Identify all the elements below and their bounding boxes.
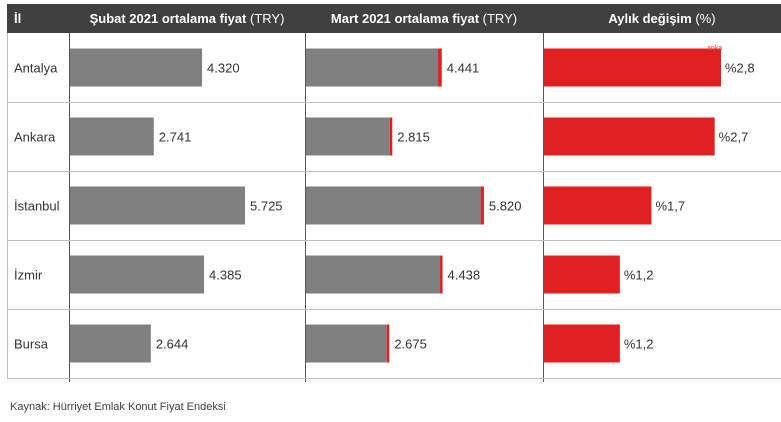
monthly-change-bar bbox=[544, 324, 620, 363]
source-note: Kaynak: Hürriyet Emlak Konut Fiyat Endek… bbox=[10, 401, 226, 413]
mar-increase-cap bbox=[438, 48, 442, 87]
feb-price-label: 5.725 bbox=[250, 199, 283, 214]
mar-increase-cap bbox=[386, 324, 390, 363]
monthly-change-bar bbox=[544, 186, 652, 225]
header-bar bbox=[7, 4, 781, 33]
monthly-change-bar bbox=[544, 255, 620, 294]
city-label: Bursa bbox=[14, 337, 49, 352]
mar-increase-cap bbox=[389, 117, 393, 156]
column-header-1: Şubat 2021 ortalama fiyat (TRY) bbox=[90, 11, 285, 26]
city-label: Antalya bbox=[14, 61, 58, 76]
price-table-chart: İl Şubat 2021 ortalama fiyat (TRY) Mart 20… bbox=[7, 4, 781, 382]
mar-price-bar bbox=[306, 324, 387, 363]
feb-price-bar bbox=[70, 255, 205, 294]
feb-price-bar bbox=[70, 117, 154, 156]
feb-price-bar bbox=[70, 48, 203, 87]
column-header-2: Mart 2021 ortalama fiyat (TRY) bbox=[331, 11, 517, 26]
feb-price-label: 4.385 bbox=[209, 268, 242, 283]
mar-price-label: 5.820 bbox=[489, 199, 522, 214]
monthly-change-label: %2,7 bbox=[719, 130, 749, 145]
feb-price-bar bbox=[70, 186, 245, 225]
mar-price-label: 2.815 bbox=[397, 130, 430, 145]
monthly-change-label: %1,7 bbox=[655, 199, 685, 214]
mar-increase-cap bbox=[481, 186, 484, 225]
column-header-0: İl bbox=[14, 11, 21, 26]
monthly-change-label: %2,8 bbox=[725, 61, 755, 76]
city-label: İstanbul bbox=[14, 199, 60, 214]
mar-price-label: 4.438 bbox=[448, 268, 481, 283]
city-label: İzmir bbox=[14, 268, 43, 283]
mar-price-bar bbox=[306, 255, 441, 294]
mar-price-bar bbox=[306, 186, 481, 225]
feb-price-bar bbox=[70, 324, 151, 363]
mar-increase-cap bbox=[440, 255, 443, 294]
mar-price-bar bbox=[306, 117, 390, 156]
city-label: Ankara bbox=[14, 130, 56, 145]
column-header-3: Aylık değişim (%) bbox=[608, 11, 715, 26]
monthly-change-label: %1,2 bbox=[624, 337, 654, 352]
mar-price-bar bbox=[306, 48, 439, 87]
monthly-change-bar bbox=[544, 117, 715, 156]
monthly-change-bar bbox=[544, 48, 721, 87]
mar-price-label: 2.675 bbox=[394, 337, 427, 352]
monthly-change-label: %1,2 bbox=[624, 268, 654, 283]
feb-price-label: 4.320 bbox=[207, 61, 240, 76]
feb-price-label: 2.741 bbox=[159, 130, 192, 145]
watermark-logo: anka bbox=[707, 45, 722, 52]
mar-price-label: 4.441 bbox=[447, 61, 480, 76]
feb-price-label: 2.644 bbox=[156, 337, 189, 352]
